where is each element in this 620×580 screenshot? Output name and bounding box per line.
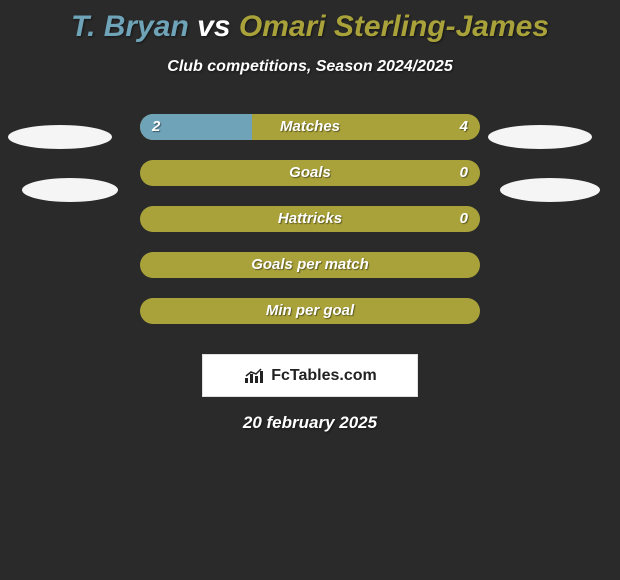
stats-chart: Matches24Goals0Hattricks0Goals per match…	[0, 114, 620, 344]
stat-row: Min per goal	[140, 298, 480, 324]
stat-row: Goals0	[140, 160, 480, 186]
stat-value-right: 0	[460, 206, 468, 232]
comparison-title: T. Bryan vs Omari Sterling-James	[0, 0, 620, 44]
player2-name: Omari Sterling-James	[239, 10, 549, 43]
stat-label: Matches	[140, 114, 480, 140]
stat-row: Goals per match	[140, 252, 480, 278]
stat-row: Matches2 4	[140, 114, 480, 140]
stat-row: Hattricks0	[140, 206, 480, 232]
player1-name: T. Bryan	[71, 10, 189, 43]
fctables-watermark: FcTables.com	[202, 354, 418, 397]
vs-text: vs	[197, 10, 230, 43]
stat-label: Goals per match	[140, 252, 480, 278]
stat-label: Min per goal	[140, 298, 480, 324]
subtitle: Club competitions, Season 2024/2025	[0, 58, 620, 76]
stat-value-left: 2	[152, 114, 160, 140]
chart-icon	[243, 367, 265, 385]
date-text: 20 february 2025	[0, 413, 620, 433]
stat-label: Goals	[140, 160, 480, 186]
watermark-text: FcTables.com	[271, 367, 377, 385]
stat-value-right: 0	[460, 160, 468, 186]
stat-label: Hattricks	[140, 206, 480, 232]
stat-value-right: 4	[460, 114, 468, 140]
